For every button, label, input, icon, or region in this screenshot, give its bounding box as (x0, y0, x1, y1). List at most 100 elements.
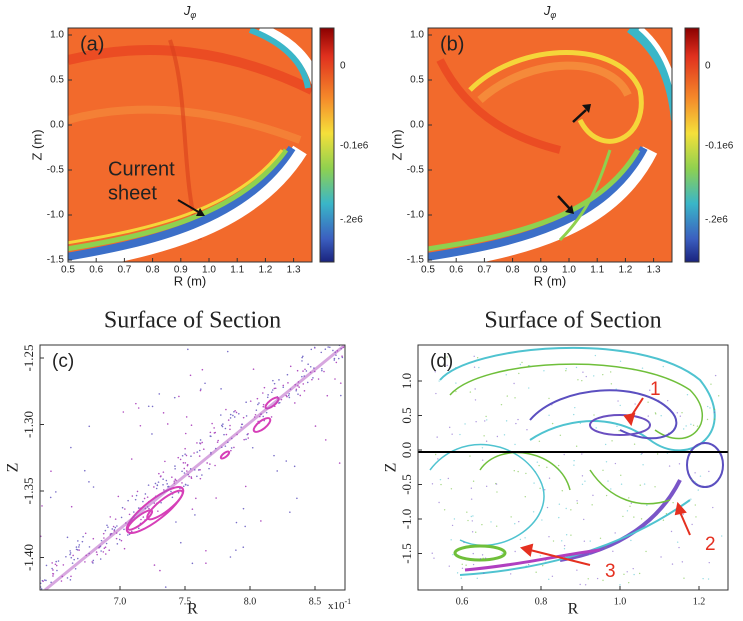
scatter-dot (450, 488, 453, 490)
scatter-dot (225, 433, 228, 436)
scatter-dot (74, 608, 76, 610)
scatter-dot (214, 464, 216, 467)
scatter-dot (213, 432, 216, 434)
y-tick-label: -1.5 (399, 543, 414, 564)
scatter-dot (84, 532, 87, 535)
x-tick-label: 1.1 (230, 265, 244, 276)
scatter-dot (619, 360, 622, 363)
scatter-dot (251, 446, 254, 449)
scatter-dot (78, 546, 80, 548)
scatter-dot (88, 481, 90, 483)
scatter-dot (227, 419, 230, 421)
scatter-dot (472, 552, 474, 555)
scatter-dot (240, 426, 242, 428)
scatter-dot (619, 584, 621, 586)
scatter-dot (265, 411, 268, 414)
scatter-dot (83, 469, 86, 472)
scatter-dot (45, 579, 47, 582)
scatter-dot (107, 526, 109, 528)
scatter-dot (596, 577, 599, 580)
scatter-dot (249, 400, 252, 402)
colorbar-label: -0.1e6 (340, 141, 369, 152)
scatter-dot (78, 549, 80, 551)
scatter-dot (438, 380, 440, 382)
x-tick-label: 1.3 (647, 265, 661, 276)
scatter-dot (187, 348, 189, 351)
scatter-dot (431, 483, 434, 485)
scatter-dot (533, 482, 535, 484)
scatter-dot (190, 424, 193, 427)
scatter-dot (286, 395, 288, 398)
scatter-dot (599, 537, 602, 540)
scatter-dot (220, 414, 222, 416)
marker-label: 2 (705, 534, 716, 555)
y-tick-label: -1.5 (407, 255, 425, 266)
scatter-dot (694, 504, 696, 506)
scatter-dot (51, 567, 53, 570)
scatter-dot (116, 525, 118, 527)
scatter-dot (70, 446, 72, 449)
colorbar (684, 27, 700, 263)
scatter-dot (473, 355, 475, 358)
scatter-dot (521, 361, 523, 364)
scatter-dot (76, 557, 79, 560)
scatter-dot (470, 487, 473, 489)
x-tick-label: 8.5 (309, 596, 322, 607)
x-axis-label: R (568, 601, 579, 618)
scatter-dot (525, 565, 527, 567)
scatter-dot (645, 550, 647, 553)
scatter-dot (697, 489, 699, 491)
scatter-dot (66, 536, 69, 539)
scatter-dot (350, 460, 352, 462)
scatter-dot (350, 433, 352, 435)
scatter-dot (708, 561, 710, 564)
marker-label: 3 (605, 561, 616, 582)
scatter-dot (120, 539, 123, 542)
scatter-dot (437, 458, 439, 460)
scatter-dot (643, 483, 646, 485)
scatter-dot (510, 516, 512, 518)
scatter-dot (626, 571, 628, 573)
scatter-dot (148, 507, 150, 510)
scatter-dot (333, 359, 336, 361)
scatter-dot (182, 485, 185, 488)
scatter-dot (229, 424, 231, 427)
scatter-dot (602, 469, 604, 472)
scatter-dot (640, 518, 643, 520)
scatter-dot (543, 370, 545, 372)
scatter-dot (667, 432, 670, 435)
scatter-dot (184, 432, 187, 435)
colorbar-label: -0.1e6 (705, 141, 734, 152)
scatter-dot (490, 521, 492, 523)
scatter-dot (656, 453, 659, 455)
scatter-dot (333, 357, 336, 360)
scatter-dot (70, 505, 73, 508)
scatter-dot (124, 508, 126, 510)
x-scale: x10-1 (328, 597, 351, 612)
scatter-dot (237, 413, 240, 415)
scatter-dot (157, 481, 160, 483)
scatter-dot (583, 518, 585, 521)
scatter-dot (614, 462, 617, 465)
scatter-dot (524, 496, 526, 498)
scatter-dot (541, 564, 544, 567)
x-tick-label: 0.9 (534, 265, 548, 276)
scatter-dot (75, 546, 78, 548)
arrow (557, 195, 571, 210)
scatter-dot (82, 535, 84, 538)
scatter-dot (605, 461, 608, 463)
scatter-dot (282, 386, 285, 389)
y-axis-label: Z (m) (29, 129, 44, 160)
scatter-dot (626, 510, 629, 512)
scatter-dot (309, 365, 312, 368)
scatter-dot (201, 368, 204, 371)
scatter-dot (273, 382, 276, 385)
scatter-dot (573, 459, 575, 462)
scatter-dot (49, 600, 51, 602)
scatter-dot (496, 435, 499, 438)
scatter-dot (289, 365, 292, 368)
x-tick-label: 1.3 (287, 265, 301, 276)
poincare-c (40, 345, 352, 619)
scatter-dot (140, 617, 142, 619)
scatter-dot (478, 366, 480, 369)
